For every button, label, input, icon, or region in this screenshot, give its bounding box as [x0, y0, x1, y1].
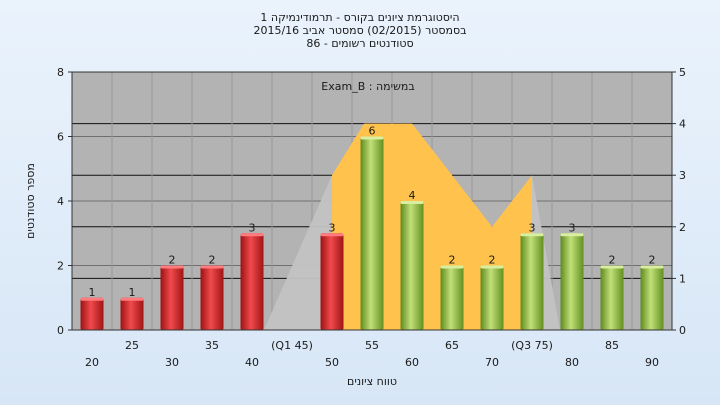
bar-cap — [480, 265, 504, 269]
title-line-1: היסטוגרמת ציונים בקורס - תרמודינמיקה 1 — [260, 11, 459, 24]
data-label: 2 — [209, 254, 216, 267]
data-label: 2 — [649, 254, 656, 267]
bar — [400, 201, 424, 330]
bar-cap — [640, 265, 664, 269]
bar — [320, 233, 344, 330]
x-tick-label: 35 — [205, 339, 219, 352]
x-tick-label: 20 — [85, 356, 99, 369]
bar-cap — [160, 265, 184, 269]
y-tick-label: 8 — [57, 66, 64, 79]
x-tick-label: 30 — [165, 356, 179, 369]
x-tick-label: (Q3 75) — [511, 339, 553, 352]
data-label: 2 — [449, 254, 456, 267]
x-tick-label: 70 — [485, 356, 499, 369]
data-label: 2 — [169, 254, 176, 267]
bar — [480, 265, 504, 330]
x-tick-label: 90 — [645, 356, 659, 369]
bar — [120, 297, 144, 330]
y2-tick-label: 0 — [679, 324, 686, 337]
data-label: 2 — [609, 254, 616, 267]
x-axis-ticks: 20 25 30 35 40 (Q1 45) 50 55 60 65 70 (Q3 75) 80 85 90 — [85, 339, 659, 369]
chart-annotation: במשימה : Exam_B — [321, 80, 414, 93]
bar-cap — [360, 136, 384, 140]
y2-axis-ticks: 0 1 2 3 4 5 — [672, 66, 686, 337]
bar-cap — [200, 265, 224, 269]
bar-cap — [320, 233, 344, 237]
x-tick-label: (Q1 45) — [271, 339, 313, 352]
data-label: 4 — [409, 189, 416, 202]
x-tick-label: 55 — [365, 339, 379, 352]
bar — [640, 265, 664, 330]
x-tick-label: 25 — [125, 339, 139, 352]
x-tick-label: 40 — [245, 356, 259, 369]
y2-tick-label: 5 — [679, 66, 686, 79]
bar — [440, 265, 464, 330]
bar-cap — [80, 297, 104, 301]
x-tick-label: 50 — [325, 356, 339, 369]
bar — [360, 136, 384, 330]
data-label: 3 — [529, 221, 536, 234]
x-axis-title: טווח ציונים — [347, 375, 397, 388]
x-tick-label: 85 — [605, 339, 619, 352]
y-axis-ticks: 0 2 4 6 8 — [57, 66, 72, 337]
y-tick-label: 6 — [57, 131, 64, 144]
bar-cap — [560, 233, 584, 237]
y2-tick-label: 2 — [679, 221, 686, 234]
title-line-2: בסמסטר (02/2015) סמסטר אביב 2015/16 — [253, 24, 466, 37]
bar-cap — [600, 265, 624, 269]
y2-tick-label: 3 — [679, 169, 686, 182]
y-tick-label: 2 — [57, 260, 64, 273]
bar — [560, 233, 584, 330]
y2-tick-label: 4 — [679, 118, 686, 131]
bar — [520, 233, 544, 330]
bar-cap — [440, 265, 464, 269]
data-label: 3 — [329, 221, 336, 234]
x-tick-label: 65 — [445, 339, 459, 352]
bar — [240, 233, 264, 330]
bar — [160, 265, 184, 330]
bar-cap — [400, 201, 424, 204]
y-tick-label: 0 — [57, 324, 64, 337]
title-line-3: סטודנטים רשומים - 86 — [306, 37, 413, 50]
data-label: 1 — [89, 286, 96, 299]
y2-tick-label: 1 — [679, 272, 686, 285]
chart-title: היסטוגרמת ציונים בקורס - תרמודינמיקה 1 ב… — [253, 11, 466, 50]
bar — [600, 265, 624, 330]
bars — [80, 136, 664, 330]
data-label: 2 — [489, 254, 496, 267]
y-axis-title: מספר סטודנטים — [24, 163, 37, 239]
lower-tail-area — [264, 175, 332, 330]
bar-cap — [120, 297, 144, 301]
data-label: 3 — [569, 221, 576, 234]
bar — [200, 265, 224, 330]
y-tick-label: 4 — [57, 195, 64, 208]
data-label: 6 — [369, 125, 376, 138]
data-labels: 1 1 2 2 3 3 6 4 2 2 3 3 2 2 — [89, 125, 656, 299]
x-tick-label: 80 — [565, 356, 579, 369]
data-label: 3 — [249, 221, 256, 234]
bar — [80, 297, 104, 330]
bar-cap — [520, 233, 544, 237]
data-label: 1 — [129, 286, 136, 299]
x-tick-label: 60 — [405, 356, 419, 369]
bar-cap — [240, 233, 264, 237]
